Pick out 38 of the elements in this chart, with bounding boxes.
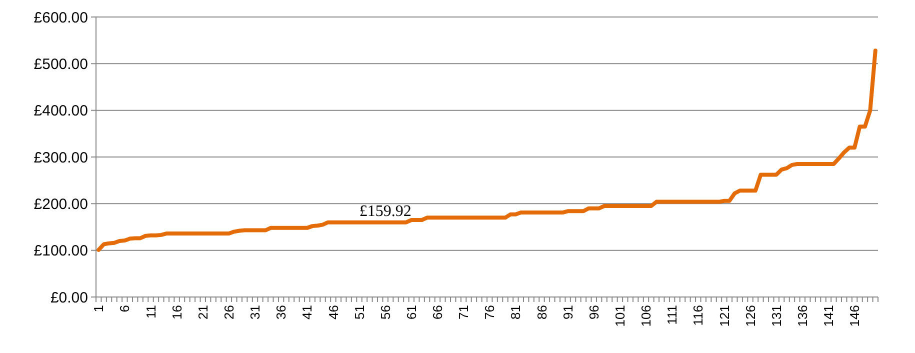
x-tick-label: 146	[847, 305, 862, 327]
x-tick-label: 91	[560, 305, 576, 320]
x-tick-label: 16	[169, 305, 184, 320]
y-tick-label: £300.00	[34, 149, 88, 166]
x-tick-label: 76	[482, 305, 498, 320]
x-tick-label: 21	[195, 305, 210, 320]
x-tick-label: 11	[143, 305, 158, 318]
x-tick-label: 106	[638, 305, 654, 327]
x-tick-label: 1	[91, 305, 106, 312]
y-tick-label: £400.00	[34, 102, 88, 120]
y-tick-label: £200.00	[34, 196, 88, 213]
x-tick-label: 51	[352, 305, 367, 320]
x-tick-label: 56	[378, 305, 393, 320]
y-tick-label: £100.00	[34, 242, 88, 260]
x-tick-label: 46	[326, 305, 341, 320]
x-tick-label: 111	[664, 305, 680, 325]
x-tick-label: 41	[300, 305, 315, 320]
x-tick-label: 36	[274, 305, 289, 320]
x-tick-label: 71	[456, 305, 472, 320]
annotation: £159.92	[359, 202, 412, 220]
y-tick-label: £0.00	[50, 289, 88, 306]
x-tick-label: 131	[768, 305, 784, 327]
x-tick-label: 116	[690, 305, 706, 326]
x-tick-label: 141	[821, 305, 836, 327]
x-tick-label: 96	[586, 305, 602, 320]
y-tick-label: £500.00	[34, 56, 88, 73]
x-tick-label: 81	[508, 305, 524, 320]
x-tick-label: 126	[742, 305, 758, 327]
x-tick-label: 86	[534, 305, 550, 320]
x-tick-label: 101	[612, 305, 628, 327]
x-tick-label: 31	[248, 305, 263, 320]
x-tick-label: 26	[221, 305, 236, 320]
x-tick-label: 121	[716, 305, 732, 327]
x-tick-label: 66	[430, 305, 446, 320]
x-tick-label: 6	[117, 305, 132, 312]
x-tick-label: 61	[404, 305, 419, 320]
x-tick-label: 136	[794, 305, 810, 327]
y-tick-label: £600.00	[34, 9, 88, 26]
